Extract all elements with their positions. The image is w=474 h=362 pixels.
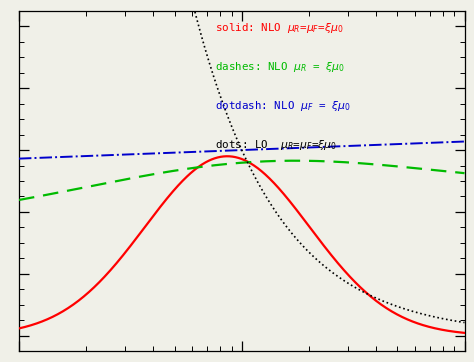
Text: dots: LO  $\mu_R$=$\mu_F$=$\xi\mu_0$: dots: LO $\mu_R$=$\mu_F$=$\xi\mu_0$ [215,139,337,152]
Text: dotdash: NLO $\mu_F$ = $\xi\mu_0$: dotdash: NLO $\mu_F$ = $\xi\mu_0$ [215,99,351,113]
Text: dashes: NLO $\mu_R$ = $\xi\mu_0$: dashes: NLO $\mu_R$ = $\xi\mu_0$ [215,60,345,74]
Text: solid: NLO $\mu_R$=$\mu_F$=$\xi\mu_0$: solid: NLO $\mu_R$=$\mu_F$=$\xi\mu_0$ [215,21,344,35]
